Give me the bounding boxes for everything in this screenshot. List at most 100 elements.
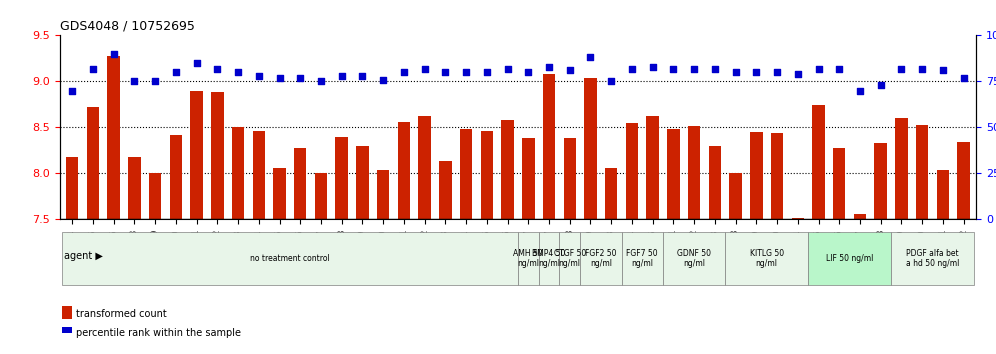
FancyBboxPatch shape (539, 232, 560, 285)
Point (416, 66, 432, 72)
Bar (854, 214, 867, 354)
Text: transformed count: transformed count (77, 309, 167, 319)
Bar (62, 306, 72, 319)
Bar (128, 157, 140, 354)
Text: LIF 50 ng/ml: LIF 50 ng/ml (826, 254, 873, 263)
Point (458, 69, 474, 75)
FancyBboxPatch shape (62, 232, 518, 285)
Bar (273, 168, 286, 354)
Bar (895, 118, 907, 354)
FancyBboxPatch shape (663, 232, 725, 285)
Point (935, 68, 951, 73)
Bar (522, 138, 535, 354)
FancyBboxPatch shape (622, 232, 663, 285)
Point (748, 69, 764, 75)
Text: PDGF alfa bet
a hd 50 ng/ml: PDGF alfa bet a hd 50 ng/ml (905, 249, 959, 268)
Point (313, 79, 329, 84)
Bar (771, 133, 783, 354)
Bar (605, 168, 618, 354)
Point (520, 69, 536, 75)
Bar (936, 170, 949, 354)
Bar (397, 122, 410, 354)
Bar (564, 138, 576, 354)
Bar (957, 142, 970, 354)
Point (623, 66, 639, 72)
Point (209, 66, 225, 72)
Point (147, 79, 163, 84)
Point (811, 66, 827, 72)
Bar (813, 105, 825, 354)
Bar (874, 143, 886, 354)
Bar (149, 173, 161, 354)
Bar (439, 161, 451, 354)
Bar (418, 116, 431, 354)
Bar (481, 131, 493, 354)
Point (583, 55, 599, 60)
Bar (833, 148, 846, 354)
Bar (108, 56, 120, 354)
Point (168, 69, 184, 75)
Point (292, 75, 308, 81)
Bar (232, 127, 244, 354)
Point (541, 64, 557, 69)
Bar (357, 146, 369, 354)
FancyBboxPatch shape (891, 232, 974, 285)
Point (707, 66, 723, 72)
Bar (585, 78, 597, 354)
Text: CTGF 50
ng/ml: CTGF 50 ng/ml (554, 249, 586, 268)
Text: agent ▶: agent ▶ (64, 251, 103, 261)
Point (396, 69, 412, 75)
Text: BMP4 50
ng/ml: BMP4 50 ng/ml (532, 249, 566, 268)
Point (437, 69, 453, 75)
Bar (543, 74, 555, 354)
Point (500, 66, 516, 72)
Bar (66, 157, 79, 354)
Text: GDNF 50
ng/ml: GDNF 50 ng/ml (677, 249, 711, 268)
Point (893, 66, 909, 72)
Point (790, 71, 806, 77)
Bar (190, 91, 203, 354)
Bar (460, 129, 472, 354)
Text: GDS4048 / 10752695: GDS4048 / 10752695 (60, 20, 194, 33)
Bar (336, 137, 348, 354)
Point (334, 73, 350, 79)
Bar (750, 132, 763, 354)
Point (188, 60, 204, 66)
Point (914, 66, 930, 72)
Point (375, 77, 391, 82)
Point (251, 73, 267, 79)
FancyBboxPatch shape (808, 232, 891, 285)
Bar (376, 170, 389, 354)
Text: no treatment control: no treatment control (250, 254, 330, 263)
Point (562, 68, 578, 73)
Point (769, 69, 785, 75)
Point (230, 69, 246, 75)
Point (604, 79, 620, 84)
FancyBboxPatch shape (560, 232, 580, 285)
Bar (916, 125, 928, 354)
Point (832, 66, 848, 72)
Bar (729, 173, 742, 354)
Point (106, 51, 122, 57)
Point (85, 66, 101, 72)
Bar (62, 327, 72, 340)
Bar (646, 116, 659, 354)
Point (686, 66, 702, 72)
Text: FGF7 50
ng/ml: FGF7 50 ng/ml (626, 249, 658, 268)
Point (728, 69, 744, 75)
Bar (253, 131, 265, 354)
Point (956, 75, 972, 81)
FancyBboxPatch shape (518, 232, 539, 285)
Text: FGF2 50
ng/ml: FGF2 50 ng/ml (585, 249, 617, 268)
Point (126, 79, 142, 84)
Point (852, 88, 868, 93)
Bar (792, 218, 804, 354)
FancyBboxPatch shape (580, 232, 622, 285)
Point (872, 82, 888, 88)
Point (272, 75, 288, 81)
Bar (87, 107, 100, 354)
Text: AMH 50
ng/ml: AMH 50 ng/ml (513, 249, 543, 268)
Text: percentile rank within the sample: percentile rank within the sample (77, 328, 241, 338)
FancyBboxPatch shape (725, 232, 808, 285)
Bar (708, 146, 721, 354)
